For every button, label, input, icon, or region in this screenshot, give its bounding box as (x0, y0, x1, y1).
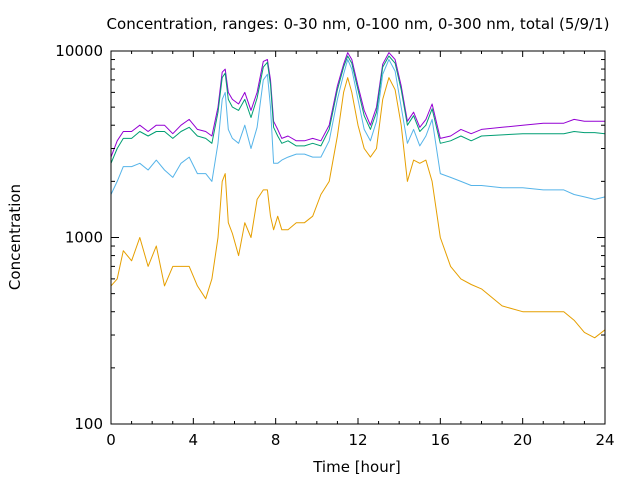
plot-frame (110, 50, 606, 425)
y-tick-label: 10000 (55, 42, 103, 60)
x-tick-label: 12 (348, 431, 367, 449)
y-tick-label: 100 (74, 415, 103, 433)
x-tick-label: 16 (431, 431, 450, 449)
x-tick-label: 20 (513, 431, 532, 449)
series-group (110, 52, 606, 339)
chart-title: Concentration, ranges: 0-30 nm, 0-100 nm… (107, 15, 610, 33)
x-tick-label: 0 (106, 431, 116, 449)
series-line-1 (110, 55, 606, 164)
x-axis-label: Time [hour] (312, 458, 401, 476)
series-line-0 (110, 52, 605, 158)
x-tick-label: 8 (271, 431, 281, 449)
y-axis-label: Concentration (6, 184, 24, 290)
tick-group: 0 4 8 12 16 20 24 100 1000 10000 (55, 42, 614, 449)
series-line-2 (110, 59, 606, 200)
x-tick-label: 4 (189, 431, 199, 449)
y-tick-label: 1000 (65, 229, 103, 247)
x-tick-label: 24 (595, 431, 614, 449)
series-line-3 (110, 77, 606, 339)
